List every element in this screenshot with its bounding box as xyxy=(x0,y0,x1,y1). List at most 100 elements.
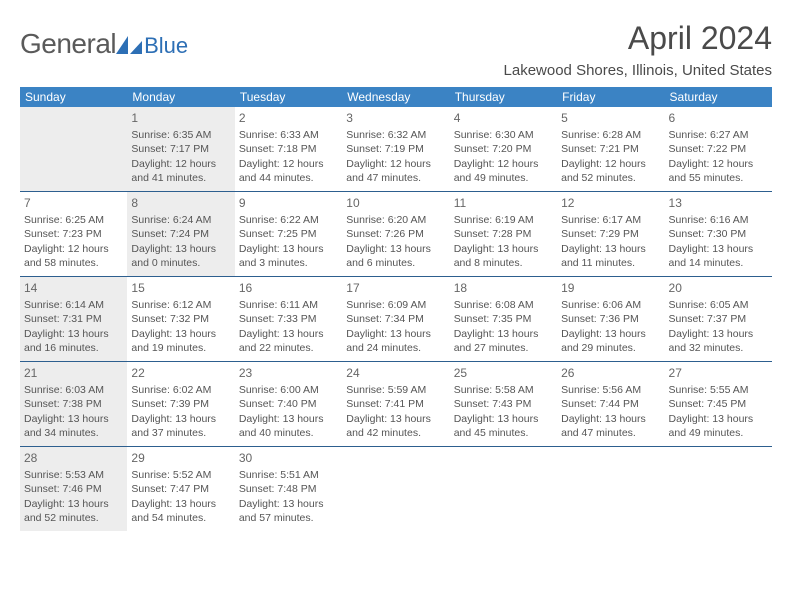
cell-sunset: Sunset: 7:40 PM xyxy=(239,397,338,411)
day-number: 9 xyxy=(239,195,338,211)
cell-sunrise: Sunrise: 5:53 AM xyxy=(24,468,123,482)
calendar-cell xyxy=(342,447,449,531)
calendar-cell: 10Sunrise: 6:20 AMSunset: 7:26 PMDayligh… xyxy=(342,192,449,276)
cell-sunrise: Sunrise: 5:59 AM xyxy=(346,383,445,397)
calendar-cell: 28Sunrise: 5:53 AMSunset: 7:46 PMDayligh… xyxy=(20,447,127,531)
cell-sunrise: Sunrise: 6:14 AM xyxy=(24,298,123,312)
day-number: 28 xyxy=(24,450,123,466)
cell-sunset: Sunset: 7:25 PM xyxy=(239,227,338,241)
cell-sunrise: Sunrise: 6:33 AM xyxy=(239,128,338,142)
cell-sunset: Sunset: 7:30 PM xyxy=(669,227,768,241)
cell-sunset: Sunset: 7:31 PM xyxy=(24,312,123,326)
cell-daylight1: Daylight: 12 hours xyxy=(131,157,230,171)
cell-daylight1: Daylight: 13 hours xyxy=(346,412,445,426)
calendar-cell xyxy=(557,447,664,531)
cell-sunset: Sunset: 7:45 PM xyxy=(669,397,768,411)
cell-sunset: Sunset: 7:23 PM xyxy=(24,227,123,241)
day-number: 1 xyxy=(131,110,230,126)
cell-daylight1: Daylight: 13 hours xyxy=(454,327,553,341)
cell-sunset: Sunset: 7:37 PM xyxy=(669,312,768,326)
day-number: 16 xyxy=(239,280,338,296)
cell-daylight2: and 8 minutes. xyxy=(454,256,553,270)
cell-daylight1: Daylight: 13 hours xyxy=(239,497,338,511)
day-number: 19 xyxy=(561,280,660,296)
cell-sunrise: Sunrise: 6:02 AM xyxy=(131,383,230,397)
cell-daylight2: and 3 minutes. xyxy=(239,256,338,270)
day-number: 21 xyxy=(24,365,123,381)
cell-sunrise: Sunrise: 6:24 AM xyxy=(131,213,230,227)
calendar-cell: 8Sunrise: 6:24 AMSunset: 7:24 PMDaylight… xyxy=(127,192,234,276)
cell-sunset: Sunset: 7:28 PM xyxy=(454,227,553,241)
cell-sunrise: Sunrise: 6:35 AM xyxy=(131,128,230,142)
calendar-cell: 17Sunrise: 6:09 AMSunset: 7:34 PMDayligh… xyxy=(342,277,449,361)
day-number: 2 xyxy=(239,110,338,126)
cell-sunrise: Sunrise: 6:32 AM xyxy=(346,128,445,142)
weekday-header: Tuesday xyxy=(235,87,342,107)
cell-sunrise: Sunrise: 5:51 AM xyxy=(239,468,338,482)
calendar-cell: 4Sunrise: 6:30 AMSunset: 7:20 PMDaylight… xyxy=(450,107,557,191)
cell-daylight2: and 24 minutes. xyxy=(346,341,445,355)
day-number: 5 xyxy=(561,110,660,126)
cell-sunset: Sunset: 7:46 PM xyxy=(24,482,123,496)
day-number: 4 xyxy=(454,110,553,126)
calendar-week-row: 1Sunrise: 6:35 AMSunset: 7:17 PMDaylight… xyxy=(20,107,772,192)
cell-sunset: Sunset: 7:48 PM xyxy=(239,482,338,496)
calendar-cell: 21Sunrise: 6:03 AMSunset: 7:38 PMDayligh… xyxy=(20,362,127,446)
location-subtitle: Lakewood Shores, Illinois, United States xyxy=(20,62,772,79)
cell-daylight1: Daylight: 13 hours xyxy=(346,327,445,341)
day-number: 6 xyxy=(669,110,768,126)
day-number: 22 xyxy=(131,365,230,381)
cell-daylight1: Daylight: 13 hours xyxy=(239,412,338,426)
cell-sunset: Sunset: 7:24 PM xyxy=(131,227,230,241)
cell-sunset: Sunset: 7:39 PM xyxy=(131,397,230,411)
cell-daylight2: and 34 minutes. xyxy=(24,426,123,440)
cell-daylight2: and 22 minutes. xyxy=(239,341,338,355)
calendar-cell: 1 Sunrise: 6:35 AMSunset: 7:17 PMDaylight… xyxy=(127,107,234,191)
cell-sunset: Sunset: 7:38 PM xyxy=(24,397,123,411)
calendar-cell: 13Sunrise: 6:16 AMSunset: 7:30 PMDayligh… xyxy=(665,192,772,276)
cell-sunset: Sunset: 7:36 PM xyxy=(561,312,660,326)
cell-sunrise: Sunrise: 6:12 AM xyxy=(131,298,230,312)
cell-daylight2: and 47 minutes. xyxy=(346,171,445,185)
cell-daylight1: Daylight: 13 hours xyxy=(561,242,660,256)
cell-daylight1: Daylight: 13 hours xyxy=(669,412,768,426)
logo-sail-icon xyxy=(114,34,144,56)
cell-daylight2: and 11 minutes. xyxy=(561,256,660,270)
cell-sunset: Sunset: 7:17 PM xyxy=(131,142,230,156)
day-number: 11 xyxy=(454,195,553,211)
cell-sunrise: Sunrise: 5:58 AM xyxy=(454,383,553,397)
cell-daylight2: and 54 minutes. xyxy=(131,511,230,525)
calendar-cell: 7Sunrise: 6:25 AMSunset: 7:23 PMDaylight… xyxy=(20,192,127,276)
cell-daylight1: Daylight: 13 hours xyxy=(24,412,123,426)
cell-sunrise: Sunrise: 6:11 AM xyxy=(239,298,338,312)
day-number: 26 xyxy=(561,365,660,381)
cell-daylight1: Daylight: 12 hours xyxy=(669,157,768,171)
cell-daylight1: Daylight: 13 hours xyxy=(454,242,553,256)
cell-daylight2: and 45 minutes. xyxy=(454,426,553,440)
cell-daylight1: Daylight: 12 hours xyxy=(346,157,445,171)
cell-sunrise: Sunrise: 6:19 AM xyxy=(454,213,553,227)
cell-sunrise: Sunrise: 6:27 AM xyxy=(669,128,768,142)
day-number: 20 xyxy=(669,280,768,296)
weekday-header: Sunday xyxy=(20,87,127,107)
calendar-week-row: 21Sunrise: 6:03 AMSunset: 7:38 PMDayligh… xyxy=(20,362,772,447)
cell-sunset: Sunset: 7:43 PM xyxy=(454,397,553,411)
cell-daylight2: and 37 minutes. xyxy=(131,426,230,440)
day-number: 14 xyxy=(24,280,123,296)
cell-sunset: Sunset: 7:44 PM xyxy=(561,397,660,411)
weekday-header: Monday xyxy=(127,87,234,107)
day-number: 24 xyxy=(346,365,445,381)
calendar-cell xyxy=(450,447,557,531)
cell-daylight2: and 6 minutes. xyxy=(346,256,445,270)
cell-daylight2: and 32 minutes. xyxy=(669,341,768,355)
cell-daylight1: Daylight: 13 hours xyxy=(454,412,553,426)
cell-sunset: Sunset: 7:19 PM xyxy=(346,142,445,156)
cell-daylight2: and 19 minutes. xyxy=(131,341,230,355)
day-number: 25 xyxy=(454,365,553,381)
cell-sunset: Sunset: 7:32 PM xyxy=(131,312,230,326)
cell-sunrise: Sunrise: 6:05 AM xyxy=(669,298,768,312)
cell-sunset: Sunset: 7:21 PM xyxy=(561,142,660,156)
calendar: SundayMondayTuesdayWednesdayThursdayFrid… xyxy=(20,87,772,531)
cell-daylight2: and 49 minutes. xyxy=(454,171,553,185)
cell-sunrise: Sunrise: 6:16 AM xyxy=(669,213,768,227)
